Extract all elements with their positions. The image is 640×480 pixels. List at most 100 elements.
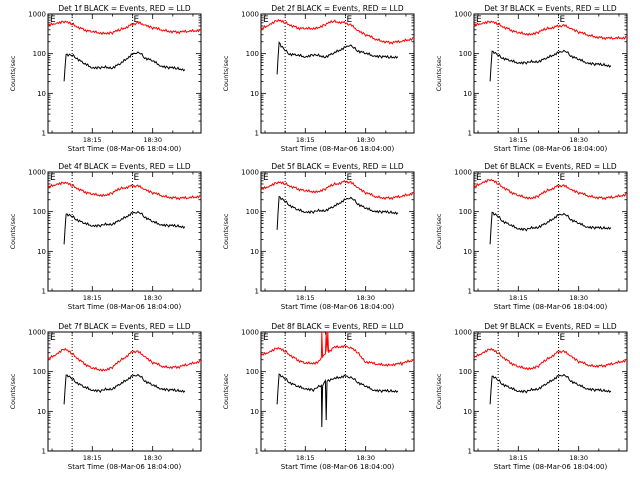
x-axis-label: Start Time (08-Mar-06 18:04:00): [494, 303, 608, 311]
y-axis-label: Counts/sec: [435, 213, 443, 249]
plot-frame: [47, 331, 202, 452]
y-axis-label: Counts/sec: [9, 55, 17, 91]
lld-series-line: [473, 20, 628, 41]
y-tick-label: 100: [33, 208, 46, 216]
panel-title: Det 9f BLACK = Events, RED = LLD: [484, 322, 617, 331]
y-tick-label: 10: [250, 90, 259, 98]
y-tick-label: 10: [250, 248, 259, 256]
marker-label-left: E: [263, 15, 269, 25]
marker-label-right: E: [134, 333, 140, 343]
plot-frame: [473, 171, 628, 292]
y-tick-label: 1000: [28, 169, 46, 177]
y-tick-label: 10: [250, 408, 259, 416]
panel-6: Det 6f BLACK = Events, RED = LLD 1 10 100 10…: [435, 162, 628, 311]
y-axis-label: Counts/sec: [222, 373, 230, 409]
plot-frame: [260, 13, 415, 134]
y-axis-label: Counts/sec: [222, 213, 230, 249]
y-tick-label: 100: [33, 368, 46, 376]
y-tick-label: 100: [33, 50, 46, 58]
y-axis-label: Counts/sec: [222, 55, 230, 91]
x-tick-label: 18:30: [569, 136, 588, 144]
x-tick-label: 18:30: [356, 294, 375, 302]
marker-label-right: E: [560, 173, 566, 183]
x-tick-label: 18:15: [83, 294, 102, 302]
panel-1: Det 1f BLACK = Events, RED = LLD 1 10 100 10…: [9, 4, 202, 153]
x-axis-label: Start Time (08-Mar-06 18:04:00): [494, 145, 608, 153]
x-tick-label: 18:30: [356, 454, 375, 462]
x-tick-label: 18:15: [509, 454, 528, 462]
y-tick-label: 100: [459, 50, 472, 58]
panel-2: Det 2f BLACK = Events, RED = LLD 1 10 100 10…: [222, 4, 415, 153]
panel-7: Det 7f BLACK = Events, RED = LLD 1 10 100 10…: [9, 322, 202, 471]
events-series-line: [489, 211, 612, 245]
y-axis-label: Counts/sec: [435, 55, 443, 91]
y-tick-label: 100: [246, 208, 259, 216]
x-tick-label: 18:15: [509, 136, 528, 144]
x-axis-label: Start Time (08-Mar-06 18:04:00): [281, 303, 395, 311]
y-tick-label: 1: [468, 130, 472, 138]
x-tick-label: 18:30: [143, 454, 162, 462]
plot-frame: [47, 171, 202, 292]
panel-4: Det 4f BLACK = Events, RED = LLD 1 10 100 10…: [9, 162, 202, 311]
marker-label-right: E: [347, 15, 353, 25]
lld-series-line: [47, 347, 202, 373]
plot-frame: [473, 331, 628, 452]
y-tick-label: 1: [42, 288, 46, 296]
y-tick-label: 1: [468, 288, 472, 296]
plot-frame: [260, 331, 415, 452]
events-series-line: [63, 51, 186, 82]
y-tick-label: 1000: [454, 329, 472, 337]
marker-label-right: E: [134, 15, 140, 25]
marker-label-right: E: [347, 333, 353, 343]
y-tick-label: 1: [468, 448, 472, 456]
y-tick-label: 1: [255, 448, 259, 456]
y-tick-label: 10: [37, 90, 46, 98]
panel-title: Det 1f BLACK = Events, RED = LLD: [58, 4, 191, 13]
y-tick-label: 100: [246, 368, 259, 376]
y-tick-label: 1000: [28, 11, 46, 19]
y-tick-label: 1000: [454, 11, 472, 19]
y-tick-label: 1000: [241, 11, 259, 19]
x-tick-label: 18:30: [569, 294, 588, 302]
panel-title: Det 2f BLACK = Events, RED = LLD: [271, 4, 404, 13]
lld-series-line: [47, 181, 202, 201]
y-axis-label: Counts/sec: [435, 373, 443, 409]
y-tick-label: 10: [463, 408, 472, 416]
events-series-line: [489, 373, 612, 405]
plot-frame: [260, 171, 415, 292]
marker-label-left: E: [476, 333, 482, 343]
panel-9: Det 9f BLACK = Events, RED = LLD 1 10 100 10…: [435, 322, 628, 471]
events-series-line: [276, 195, 399, 230]
y-tick-label: 1000: [28, 329, 46, 337]
panel-8: Det 8f BLACK = Events, RED = LLD 1 10 100 10…: [222, 322, 415, 471]
events-series-line: [489, 49, 612, 82]
x-axis-label: Start Time (08-Mar-06 18:04:00): [281, 463, 395, 471]
lld-series-line: [260, 331, 415, 368]
x-tick-label: 18:15: [296, 136, 315, 144]
y-tick-label: 1: [42, 448, 46, 456]
x-tick-label: 18:30: [143, 294, 162, 302]
marker-label-right: E: [134, 173, 140, 183]
events-series-line: [276, 373, 399, 428]
panel-title: Det 4f BLACK = Events, RED = LLD: [58, 162, 191, 171]
x-tick-label: 18:15: [509, 294, 528, 302]
lld-series-line: [47, 20, 202, 36]
y-tick-label: 1000: [241, 169, 259, 177]
x-tick-label: 18:15: [296, 294, 315, 302]
events-series-line: [63, 373, 186, 405]
marker-label-right: E: [347, 173, 353, 183]
lld-series-line: [260, 19, 415, 45]
x-tick-label: 18:15: [83, 136, 102, 144]
x-tick-label: 18:30: [356, 136, 375, 144]
marker-label-left: E: [263, 333, 269, 343]
y-tick-label: 100: [459, 368, 472, 376]
marker-label-left: E: [263, 173, 269, 183]
panel-title: Det 5f BLACK = Events, RED = LLD: [271, 162, 404, 171]
events-series-line: [63, 210, 186, 245]
y-tick-label: 1: [255, 130, 259, 138]
marker-label-left: E: [50, 173, 56, 183]
lld-series-line: [260, 179, 415, 201]
x-axis-label: Start Time (08-Mar-06 18:04:00): [68, 145, 182, 153]
y-tick-label: 10: [37, 408, 46, 416]
